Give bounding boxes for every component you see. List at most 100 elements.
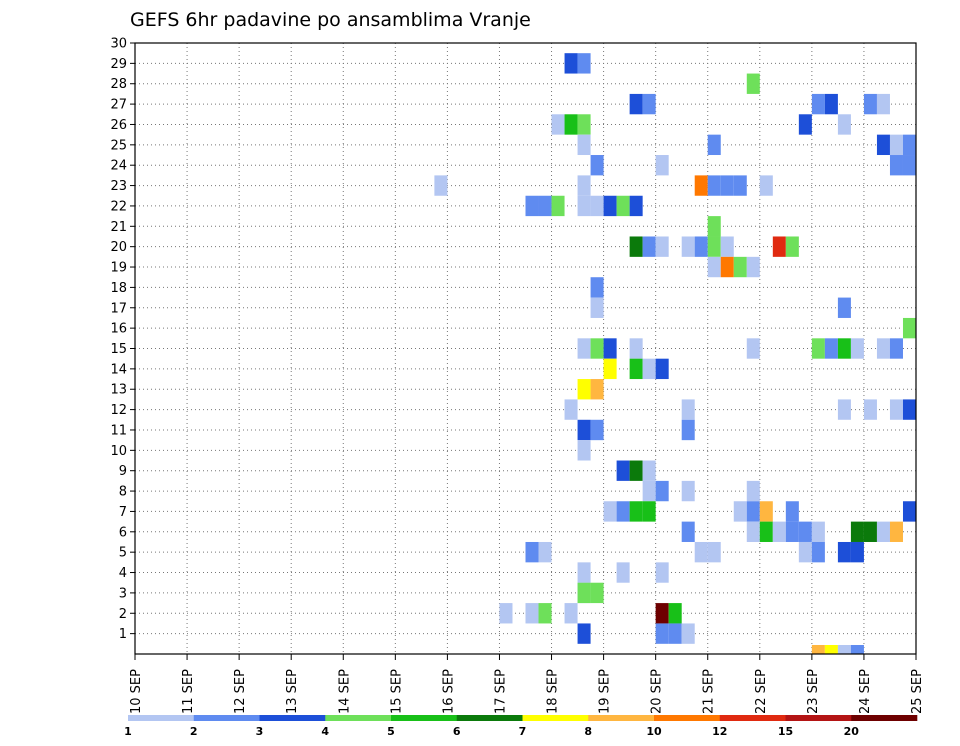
data-cell bbox=[850, 541, 864, 563]
x-tick-label: 24 SEP bbox=[858, 669, 873, 714]
data-cell bbox=[590, 379, 604, 400]
data-cell bbox=[577, 419, 591, 441]
data-cell bbox=[824, 338, 838, 359]
colorbar-label: 10 bbox=[646, 725, 662, 738]
data-cell bbox=[889, 134, 903, 156]
data-cell bbox=[746, 338, 760, 359]
y-tick-label: 1 bbox=[119, 627, 127, 642]
data-cell bbox=[850, 338, 864, 359]
data-cell bbox=[837, 645, 851, 654]
x-tick-label: 10 SEP bbox=[129, 669, 144, 714]
data-cell bbox=[759, 175, 773, 196]
data-cell bbox=[837, 114, 851, 135]
data-cell bbox=[902, 134, 916, 156]
data-cell bbox=[577, 379, 591, 400]
data-cell bbox=[902, 399, 916, 420]
x-axis: 10 SEP 11 SEP 12 SEP 13 SEP 14 SEP 15 SEP 16 S… bbox=[129, 654, 925, 714]
data-cell bbox=[889, 521, 903, 542]
data-cell bbox=[837, 399, 851, 420]
data-cell bbox=[551, 195, 565, 217]
colorbar-label: 15 bbox=[778, 725, 793, 738]
data-cell bbox=[655, 480, 669, 502]
data-cell bbox=[577, 53, 591, 74]
data-cell bbox=[876, 338, 890, 359]
y-tick-label: 8 bbox=[119, 485, 127, 500]
x-tick-label: 12 SEP bbox=[233, 669, 248, 714]
data-cell bbox=[655, 603, 669, 624]
colorbar-label: 1 bbox=[124, 725, 132, 738]
y-tick-label: 24 bbox=[110, 159, 127, 174]
data-cell bbox=[707, 236, 721, 257]
data-cell bbox=[564, 603, 578, 624]
data-cell bbox=[564, 53, 578, 74]
data-cell bbox=[616, 460, 630, 481]
data-cell bbox=[590, 419, 604, 441]
y-tick-label: 6 bbox=[119, 525, 127, 540]
colorbar-swatch bbox=[588, 715, 655, 721]
data-cell bbox=[785, 501, 799, 522]
data-cell bbox=[837, 541, 851, 563]
y-tick-label: 23 bbox=[110, 179, 127, 194]
data-cell bbox=[876, 93, 890, 115]
data-cell bbox=[642, 460, 656, 481]
data-cell bbox=[616, 501, 630, 522]
x-tick-label: 18 SEP bbox=[546, 669, 561, 714]
data-cell bbox=[590, 297, 604, 318]
data-cell bbox=[629, 195, 643, 217]
data-cell bbox=[642, 480, 656, 502]
data-cell bbox=[863, 521, 877, 542]
data-cell bbox=[629, 93, 643, 115]
data-cell bbox=[889, 399, 903, 420]
data-cell bbox=[629, 236, 643, 257]
data-cell bbox=[590, 195, 604, 217]
colorbar-label: 2 bbox=[190, 725, 198, 738]
data-cell bbox=[603, 358, 617, 380]
data-cell bbox=[525, 541, 539, 563]
x-tick-label: 20 SEP bbox=[650, 669, 665, 714]
data-cell bbox=[629, 460, 643, 481]
data-cell bbox=[733, 256, 747, 278]
x-tick-label: 16 SEP bbox=[441, 669, 456, 714]
data-cell bbox=[538, 195, 552, 217]
y-tick-label: 18 bbox=[110, 281, 127, 296]
data-cell bbox=[850, 521, 864, 542]
colorbar-swatch bbox=[785, 715, 852, 721]
y-tick-label: 16 bbox=[110, 322, 127, 337]
data-cell bbox=[616, 195, 630, 217]
data-cell bbox=[681, 399, 695, 420]
colorbar-swatch bbox=[522, 715, 589, 721]
x-tick-label: 25 SEP bbox=[910, 669, 925, 714]
data-cell bbox=[694, 236, 708, 257]
data-cell bbox=[772, 236, 786, 257]
data-cell bbox=[811, 541, 825, 563]
data-cell bbox=[876, 521, 890, 542]
data-cell bbox=[694, 541, 708, 563]
data-cell bbox=[577, 338, 591, 359]
y-tick-label: 13 bbox=[110, 383, 127, 398]
data-cell bbox=[642, 236, 656, 257]
x-tick-label: 22 SEP bbox=[754, 669, 769, 714]
x-tick-label: 13 SEP bbox=[285, 669, 300, 714]
data-cell bbox=[837, 338, 851, 359]
y-tick-label: 12 bbox=[110, 403, 127, 418]
y-tick-label: 7 bbox=[119, 505, 127, 520]
data-cell bbox=[863, 93, 877, 115]
y-tick-label: 29 bbox=[110, 57, 127, 72]
data-cell bbox=[824, 645, 838, 654]
data-cell bbox=[564, 399, 578, 420]
y-tick-label: 4 bbox=[119, 566, 127, 581]
data-cell bbox=[720, 236, 734, 257]
data-cell bbox=[759, 501, 773, 522]
data-cell bbox=[811, 93, 825, 115]
data-cell bbox=[902, 317, 916, 339]
y-tick-label: 26 bbox=[110, 118, 127, 133]
data-cell bbox=[603, 338, 617, 359]
x-tick-label: 19 SEP bbox=[598, 669, 613, 714]
data-cell bbox=[707, 256, 721, 278]
colorbar: 1 2 3 4 5 6 7 8 10 12 15 20 bbox=[124, 715, 918, 738]
data-cell bbox=[824, 93, 838, 115]
data-cell bbox=[577, 562, 591, 583]
data-cell bbox=[590, 582, 604, 604]
colorbar-swatch bbox=[193, 715, 260, 721]
